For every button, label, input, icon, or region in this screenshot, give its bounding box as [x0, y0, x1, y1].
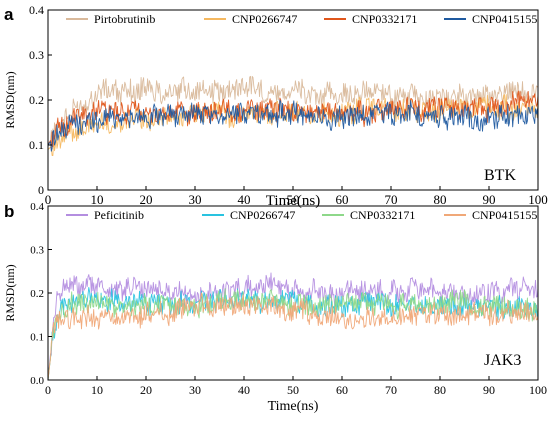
x-tick-label: 20: [140, 383, 152, 397]
x-tick-label: 10: [91, 383, 103, 397]
x-tick-label: 40: [238, 192, 251, 207]
legend-label: Pirtobrutinib: [94, 12, 155, 26]
x-axis-label: Time(ns): [268, 399, 319, 414]
x-tick-label: 90: [483, 192, 496, 207]
x-tick-label: 50: [287, 383, 299, 397]
x-tick-label: 60: [336, 383, 348, 397]
panel-letter: b: [4, 202, 14, 221]
series-line-cnp0332171: [47, 288, 539, 381]
legend-label: Peficitinib: [94, 208, 144, 222]
y-tick-label: 0: [38, 183, 44, 197]
y-tick-label: 0.4: [30, 201, 44, 213]
y-axis-label: RMSD(nm): [3, 71, 17, 128]
x-tick-label: 30: [189, 192, 202, 207]
x-tick-label: 70: [385, 192, 398, 207]
legend-label: CNP0332171: [350, 208, 415, 222]
target-annotation: JAK3: [484, 352, 521, 369]
legend-label: CNP0266747: [232, 12, 297, 26]
legend-label: CNP0415155: [472, 12, 537, 26]
y-tick-label: 0.3: [30, 245, 44, 257]
x-tick-label: 70: [385, 383, 397, 397]
x-tick-label: 90: [483, 383, 495, 397]
legend-label: CNP0266747: [230, 208, 295, 222]
y-axis-label: RMSD(nm): [3, 264, 17, 321]
x-tick-label: 0: [45, 192, 52, 207]
panel-b-jak3-rmsd: 0 10 20 30 40 50 60 70 80 90 100 0.0 0.1 0.2 0.3 0.4 Tim…: [3, 201, 547, 414]
x-tick-label: 40: [238, 383, 250, 397]
x-tick-label: 100: [529, 383, 547, 397]
x-tick-label: 10: [91, 192, 104, 207]
y-tick-label: 0.4: [29, 3, 44, 17]
plot-frame: [47, 9, 539, 191]
series-line-cnp0415155: [47, 292, 539, 381]
panel-letter: a: [4, 5, 14, 24]
x-tick-label: 30: [189, 383, 201, 397]
target-annotation: BTK: [484, 167, 516, 184]
x-tick-label: 80: [434, 192, 447, 207]
series-line-cnp0266747: [47, 287, 539, 381]
y-tick-label: 0.0: [30, 375, 44, 387]
x-tick-label: 50: [287, 192, 300, 207]
y-tick-label: 0.1: [29, 138, 44, 152]
y-tick-label: 0.2: [30, 288, 44, 300]
x-axis-label: Time(ns): [266, 193, 320, 209]
legend-label: CNP0332171: [352, 12, 417, 26]
legend-label: CNP0415155: [472, 208, 537, 222]
series-line-cnp0332171: [47, 90, 539, 150]
y-tick-label: 0.3: [29, 48, 44, 62]
x-tick-label: 60: [336, 192, 349, 207]
x-tick-label: 0: [45, 383, 51, 397]
x-tick-label: 20: [140, 192, 153, 207]
x-tick-label: 80: [434, 383, 446, 397]
x-tick-label: 100: [528, 192, 548, 207]
series-line-peficitinib: [47, 272, 539, 381]
y-tick-label: 0.1: [30, 332, 44, 344]
y-tick-label: 0.2: [29, 93, 44, 107]
series-line-cnp0415155: [47, 99, 539, 152]
panel-a-btk-rmsd: 0 10 20 30 40 50 60 70 80 90 100 0 0.1 0.2 0.3 0.4 Time(…: [3, 3, 548, 209]
